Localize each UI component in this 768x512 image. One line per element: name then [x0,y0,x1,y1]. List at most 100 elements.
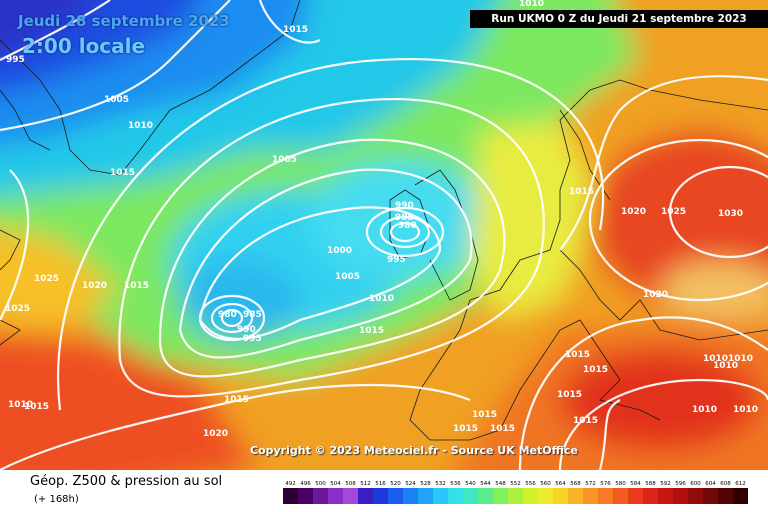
legend-tick-label: 552 [510,481,521,487]
legend-tick-label: 496 [300,481,311,487]
legend-tick-label: 608 [720,481,731,487]
legend-tick-label: 516 [375,481,386,487]
legend-tick-label: 564 [555,481,566,487]
isobar-lines [0,0,768,470]
isobar-label: 1010 [733,405,758,415]
isobar-label: 1025 [661,207,686,217]
legend-swatch [703,488,718,504]
legend-tick-label: 540 [465,481,476,487]
legend-swatch [463,488,478,504]
legend-tick-label: 512 [360,481,371,487]
legend-tick-label: 500 [315,481,326,487]
legend-swatch [478,488,493,504]
legend-tick-label: 572 [585,481,596,487]
legend-swatch [328,488,343,504]
legend-tick-label: 560 [540,481,551,487]
isobar-label: 1005 [104,95,129,105]
legend-swatch [733,488,748,504]
isobar-labels: 995 1005 1010 1015 1015 1005 990 985 980… [5,0,758,439]
legend-tick-label: 600 [690,481,701,487]
isobar-label: 990 [395,201,414,211]
legend-swatch [553,488,568,504]
copyright-notice: Copyright © 2023 Meteociel.fr - Source U… [250,444,578,457]
color-scale-legend: 492 496 500 504 508 512 516 520 524 528 532 536 540 5… [283,481,748,504]
coastlines [0,0,768,441]
legend-tick-label: 524 [405,481,416,487]
legend-tick-label: 508 [345,481,356,487]
legend-tick-label: 568 [570,481,581,487]
legend-tick-label: 528 [420,481,431,487]
legend-tick-label: 576 [600,481,611,487]
legend-swatch [643,488,658,504]
legend-swatch [583,488,598,504]
legend-swatch [418,488,433,504]
legend-swatch [658,488,673,504]
legend-tick-label: 584 [630,481,641,487]
isobar-label: 1005 [335,272,360,282]
legend-swatch [628,488,643,504]
isobar-label: 1025 [34,274,59,284]
legend-swatch [388,488,403,504]
isobar-label: 1015 [24,402,49,412]
map-footer: Géop. Z500 & pression au sol (+ 168h) 49… [0,470,768,512]
legend-swatch [448,488,463,504]
isobar-label: 1020 [203,429,228,439]
isobar-label: 1010 [519,0,544,9]
legend-swatch [433,488,448,504]
isobar-label: 1015 [359,326,384,336]
isobar-label: 1010 [369,294,394,304]
isobar-label: 1015 [472,410,497,420]
isobar-label: 1015 [569,187,594,197]
legend-swatch [493,488,508,504]
isobar-label: 1010 [713,361,738,371]
legend-tick-label: 604 [705,481,716,487]
legend-tick-label: 548 [495,481,506,487]
legend-swatch [718,488,733,504]
legend-tick-label: 588 [645,481,656,487]
legend-tick-label: 556 [525,481,536,487]
isobar-label: 1020 [643,290,668,300]
forecast-local-time: 2:00 locale [22,34,146,58]
isobar-label: 985 [395,213,414,223]
isobar-label: 1000 [327,246,352,256]
legend-tick-label: 592 [660,481,671,487]
legend-swatch [613,488,628,504]
isobar-label: 1010 [8,400,33,410]
isobar-label: 995 [243,334,262,344]
isobar-label: 1015 [110,168,135,178]
isobar-label: 1015 [283,25,308,35]
legend-swatch [283,488,298,504]
forecast-date: Jeudi 28 septembre 2023 [18,12,230,30]
isobar-label: 985 [243,310,262,320]
legend-tick-label: 492 [285,481,296,487]
isobar-label: 980 [398,221,417,231]
isobar-label: 1015 [573,416,598,426]
legend-swatch [568,488,583,504]
isobar-label: 995 [387,255,406,265]
legend-swatch [508,488,523,504]
legend-tick-label: 536 [450,481,461,487]
legend-tick-label: 580 [615,481,626,487]
isobar-label: 1015 [557,390,582,400]
isobar-label: 1015 [583,365,608,375]
legend-swatch [343,488,358,504]
isobar-label: 1010 [703,354,728,364]
legend-tick-label: 520 [390,481,401,487]
legend-tick-label: 504 [330,481,341,487]
run-info: Run UKMO 0 Z du Jeudi 21 septembre 2023 [470,10,768,28]
legend-swatch [673,488,688,504]
isobar-label: 1020 [621,207,646,217]
isobar-label: 1010 [128,121,153,131]
legend-tick-label: 596 [675,481,686,487]
legend-swatch [298,488,313,504]
isobar-label: 1015 [490,424,515,434]
parameter-label: Géop. Z500 & pression au sol [30,474,223,489]
legend-tick-label: 532 [435,481,446,487]
weather-map: 995 1005 1010 1015 1015 1005 990 985 980… [0,0,768,470]
legend-swatch [598,488,613,504]
lead-time-label: (+ 168h) [34,494,79,505]
isobar-label: 990 [237,325,256,335]
isobar-label: 995 [6,55,25,65]
isobar-label: 1005 [272,155,297,165]
isobar-label: 1015 [453,424,478,434]
